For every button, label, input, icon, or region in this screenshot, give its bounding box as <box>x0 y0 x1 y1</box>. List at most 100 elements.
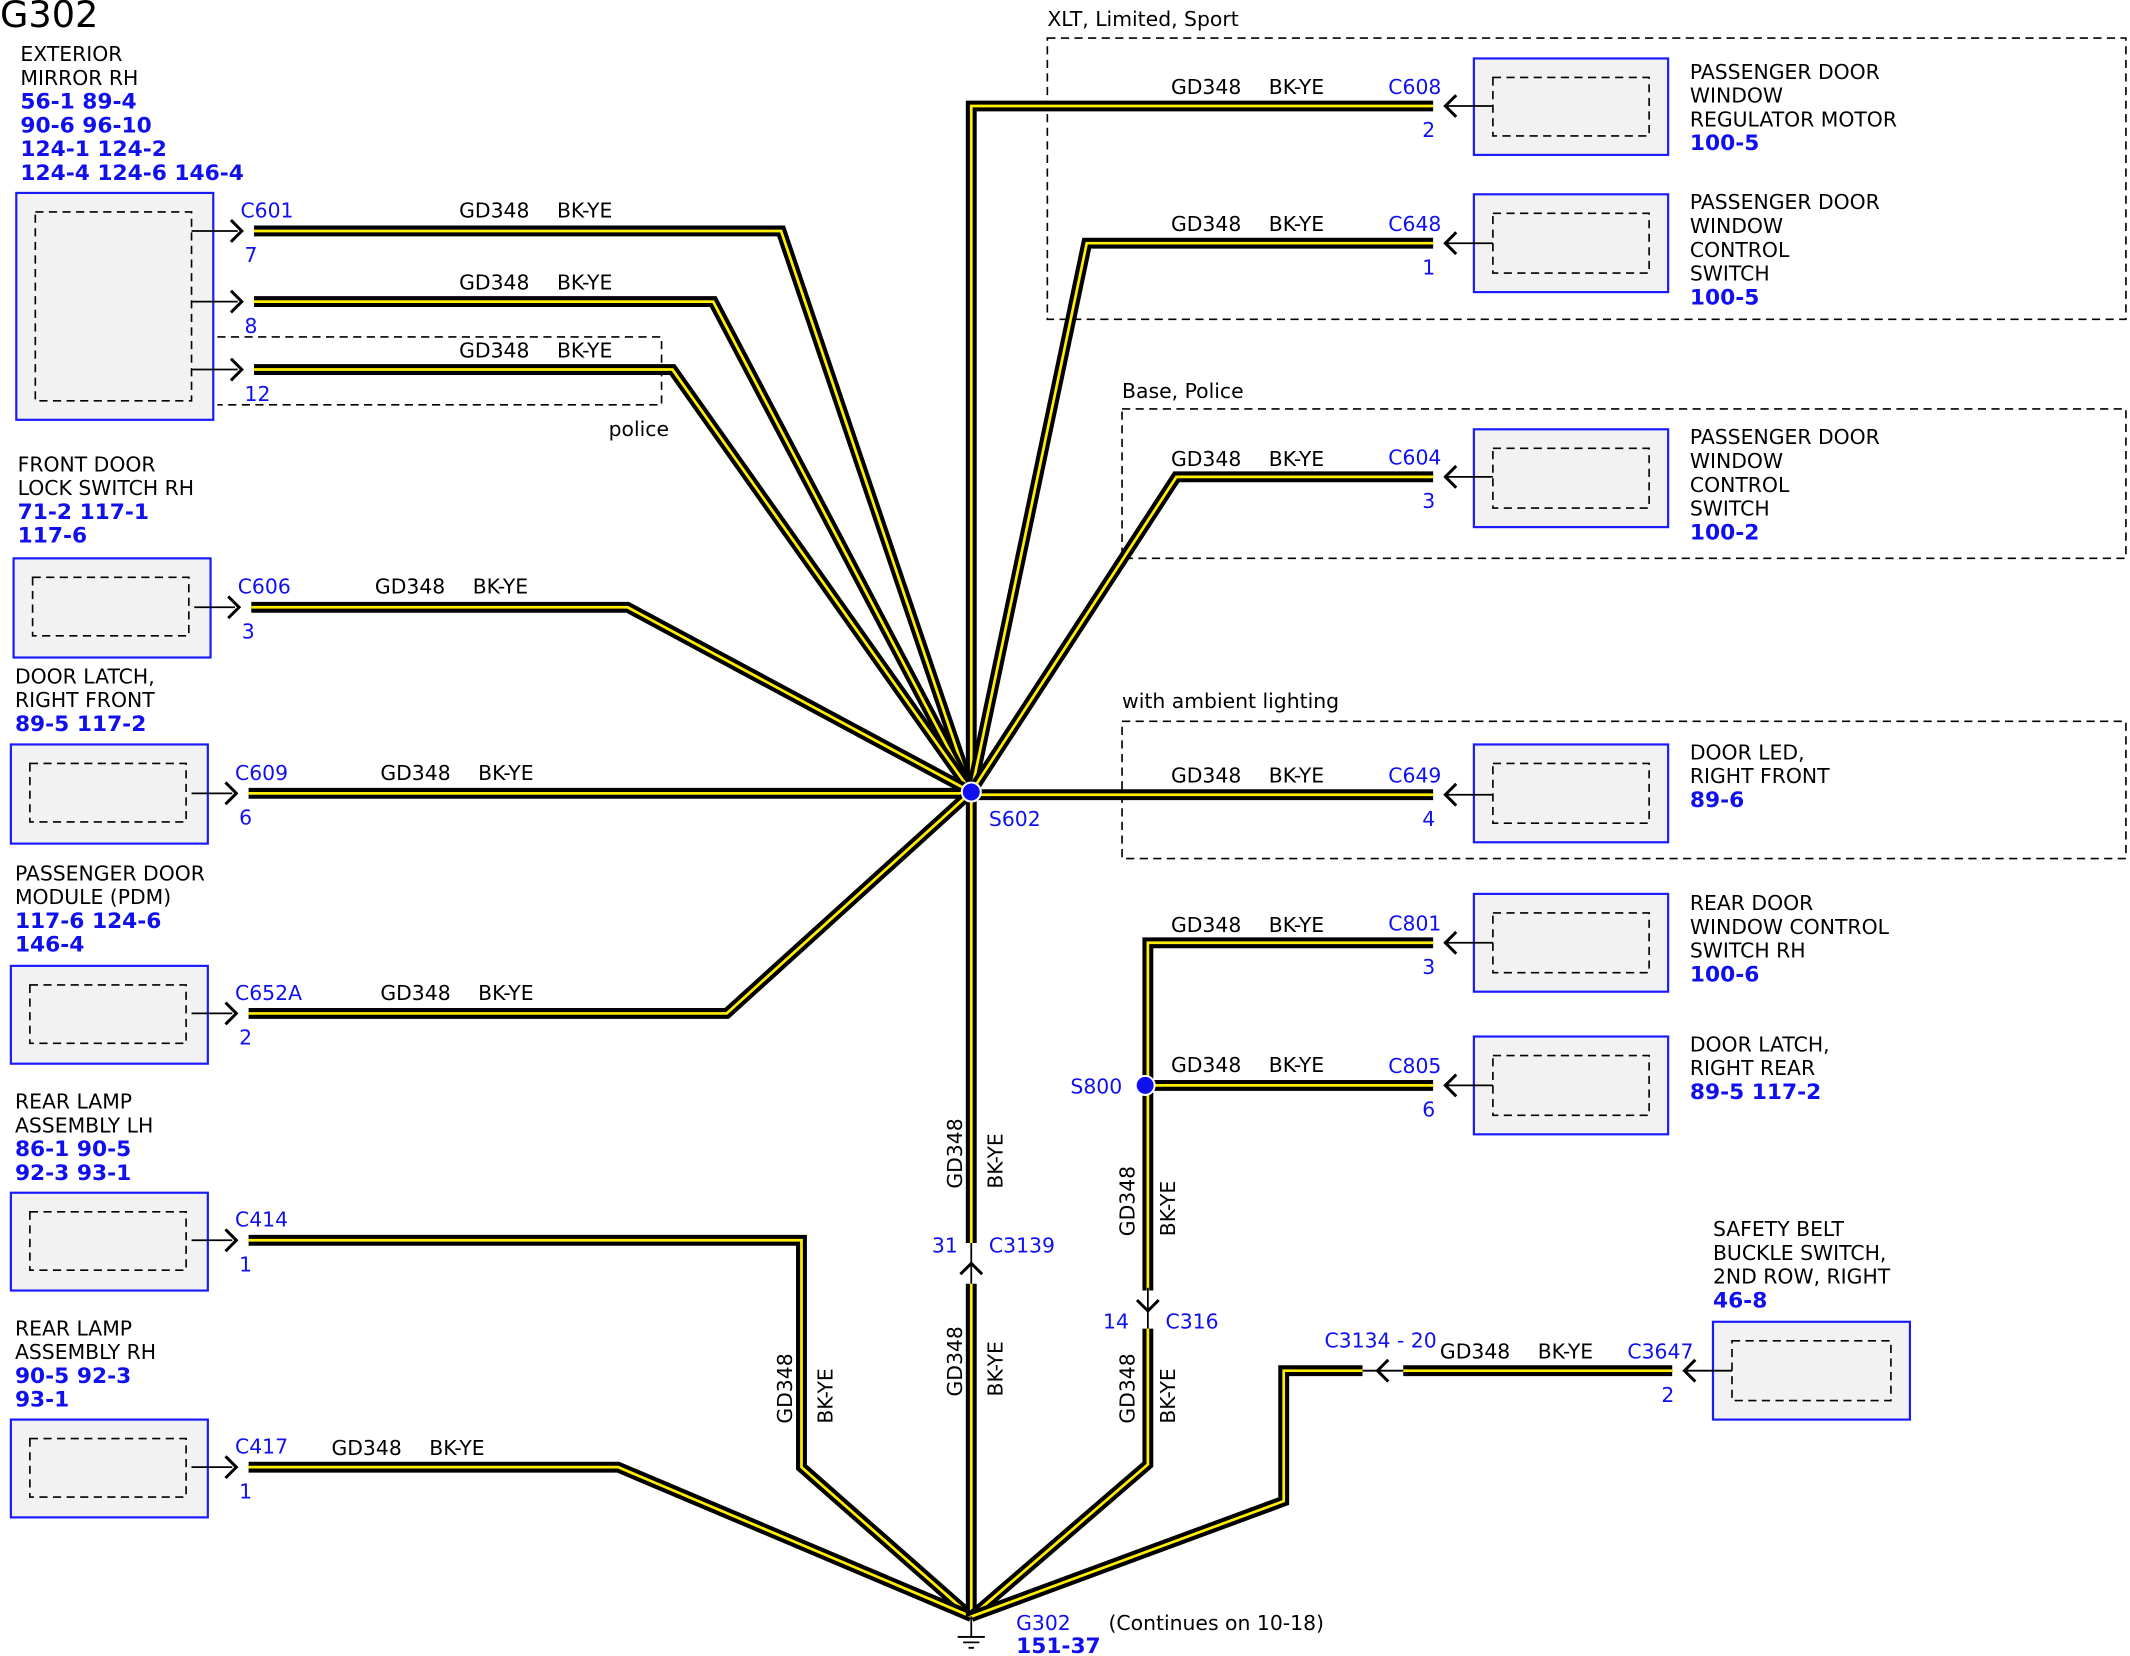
component-name: SWITCH RH <box>1690 939 1806 963</box>
component-name: PASSENGER DOOR <box>1690 60 1880 84</box>
connector-id: C3134 - 20 <box>1324 1329 1436 1353</box>
component-box <box>15 191 215 421</box>
component-name: SWITCH <box>1690 262 1770 286</box>
wire-insulation <box>254 296 977 795</box>
splice-s602 <box>960 781 982 803</box>
wire-segment <box>248 1461 974 1622</box>
splice-label: S602 <box>989 807 1041 831</box>
component-name: BUCKLE SWITCH, <box>1713 1241 1886 1265</box>
connector-arrow-icon <box>224 1228 239 1253</box>
connector-arrow-icon <box>224 1455 239 1480</box>
pin-number: 1 <box>239 1479 252 1503</box>
component-outline <box>29 762 187 823</box>
page-reference-link[interactable]: 93-1 <box>15 1388 69 1413</box>
connector-id: C608 <box>1388 75 1441 99</box>
option-group-caption: Base, Police <box>1122 379 1244 403</box>
component-name: MODULE (PDM) <box>15 885 171 909</box>
component-box <box>12 557 212 659</box>
pin-number: 1 <box>239 1253 252 1277</box>
component-outline <box>31 576 190 637</box>
component-name: DOOR LATCH, <box>15 664 155 688</box>
page-reference-link[interactable]: 86-1 90-5 <box>15 1137 131 1162</box>
component-box <box>1711 1320 1912 1421</box>
wire-circuit-label: GD348 <box>943 1326 967 1396</box>
page-reference-link[interactable]: 89-5 117-2 <box>1690 1080 1821 1105</box>
option-group-caption: XLT, Limited, Sport <box>1047 7 1238 31</box>
wire-insulation <box>254 225 977 794</box>
component-outline <box>34 211 193 402</box>
pin-number: 1 <box>1422 255 1435 279</box>
wire-insulation <box>248 1234 975 1621</box>
option-group-caption: with ambient lighting <box>1122 689 1339 713</box>
component-name: REAR LAMP <box>15 1090 132 1114</box>
wire-color-label: BK-YE <box>557 338 612 362</box>
page-reference-link[interactable]: 146-4 <box>15 933 84 958</box>
pin-number: 3 <box>1422 489 1435 513</box>
page-title: G302 <box>0 0 98 36</box>
component-box <box>1472 892 1670 993</box>
wire-stripe <box>970 1369 1363 1618</box>
wire-circuit-label: GD348 <box>1115 1166 1139 1236</box>
page-reference-link[interactable]: 92-3 93-1 <box>15 1161 131 1186</box>
wire-circuit-label: GD348 <box>1171 447 1241 471</box>
connector-id: C601 <box>240 198 293 222</box>
splice-label: S800 <box>1070 1075 1122 1099</box>
connector-id: C652A <box>235 981 302 1005</box>
component-name: PASSENGER DOOR <box>1690 190 1880 214</box>
connector-id: C606 <box>238 575 291 599</box>
page-reference-link[interactable]: 100-5 <box>1690 131 1759 156</box>
component-name: SAFETY BELT <box>1713 1217 1845 1241</box>
page-reference-link[interactable]: 117-6 <box>18 524 87 549</box>
component-box <box>9 743 209 845</box>
wire-color-label: BK-YE <box>984 1133 1008 1188</box>
page-reference-link[interactable]: 89-5 117-2 <box>15 712 146 737</box>
wire-color-label: BK-YE <box>1269 212 1324 236</box>
wire-color-label: BK-YE <box>1269 75 1324 99</box>
wire-color-label: BK-YE <box>1269 913 1324 937</box>
wire-stripe <box>254 300 973 793</box>
pin-number: 7 <box>245 243 258 267</box>
ground-icon <box>957 1616 985 1649</box>
page-reference-link[interactable]: 100-6 <box>1690 963 1759 988</box>
component-name: RIGHT FRONT <box>1690 764 1830 788</box>
component-name: CONTROL <box>1690 238 1790 262</box>
wire-stripe <box>248 1238 973 1618</box>
page-reference-link[interactable]: 151-37 <box>1016 1634 1101 1656</box>
component-box <box>9 1418 209 1519</box>
page-reference-link[interactable]: 56-1 89-4 <box>20 90 136 115</box>
wire-stripe <box>248 790 973 1015</box>
wire-circuit-label: GD348 <box>331 1436 401 1460</box>
component-box <box>1472 428 1670 529</box>
wire-circuit-label: GD348 <box>1440 1339 1510 1363</box>
wire-circuit-label: GD348 <box>1171 763 1241 787</box>
connector-arrow-icon <box>1443 231 1458 256</box>
component-name: WINDOW CONTROL <box>1690 915 1890 939</box>
page-reference-link[interactable]: 124-4 124-6 146-4 <box>20 161 244 186</box>
page-reference-link[interactable]: 117-6 124-6 <box>15 909 162 934</box>
connector-arrow-icon <box>959 1261 984 1276</box>
page-reference-link[interactable]: 100-5 <box>1690 285 1759 310</box>
component-box <box>1472 1035 1670 1136</box>
page-reference-link[interactable]: 46-8 <box>1713 1289 1767 1314</box>
pin-number: 2 <box>239 1026 252 1050</box>
wire-segment <box>966 471 1434 795</box>
connector-arrow-icon <box>1135 1298 1160 1314</box>
component-name: 2ND ROW, RIGHT <box>1713 1265 1891 1289</box>
wire-segment <box>254 296 977 795</box>
wire-stripe <box>251 605 972 794</box>
option-group-box <box>1121 408 2127 560</box>
page-reference-link[interactable]: 124-1 124-2 <box>20 137 167 162</box>
page-reference-link[interactable]: 89-6 <box>1690 788 1744 813</box>
component-name: LOCK SWITCH RH <box>18 476 194 500</box>
wire-stripe <box>969 241 1434 793</box>
page-reference-link[interactable]: 100-2 <box>1690 520 1759 545</box>
pin-number: 6 <box>1422 1098 1435 1122</box>
connector-arrow-icon <box>229 219 244 243</box>
page-reference-link[interactable]: 71-2 117-1 <box>18 500 149 525</box>
page-reference-link[interactable]: 90-6 96-10 <box>20 113 151 138</box>
page-reference-link[interactable]: 90-5 92-3 <box>15 1364 131 1389</box>
pin-number: 6 <box>239 806 252 830</box>
wire-circuit-label: GD348 <box>1115 1353 1139 1423</box>
